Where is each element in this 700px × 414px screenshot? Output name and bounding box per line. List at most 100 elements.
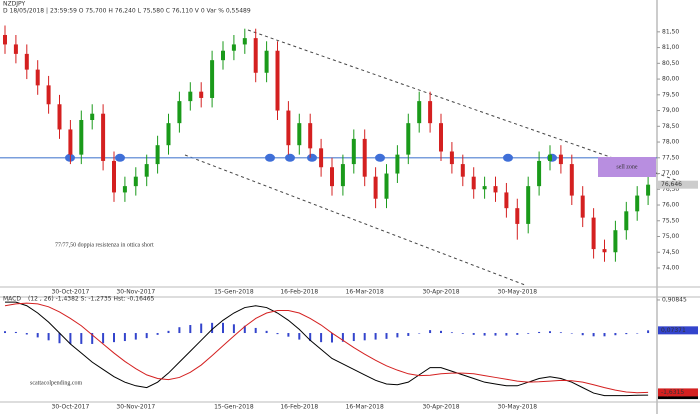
y-tick-label: 75,50 <box>662 217 679 224</box>
histogram-bar <box>123 333 126 342</box>
touch-dot <box>285 153 295 162</box>
histogram-bar <box>47 333 50 341</box>
x-tick-label: 15-Gen-2018 <box>214 404 254 411</box>
candle-body <box>482 186 487 190</box>
histogram-bar <box>167 330 170 334</box>
candle-body <box>57 104 62 130</box>
y-tick-label: 81,00 <box>662 44 679 51</box>
x-tick-label: 16-Mar-2018 <box>346 404 384 411</box>
touch-dot <box>265 153 275 162</box>
y-tick-label: 76,00 <box>662 202 679 209</box>
histogram-bar <box>636 333 639 334</box>
value-label-box <box>658 388 698 397</box>
candle-body <box>428 101 433 124</box>
candle-body <box>275 50 280 111</box>
histogram-bar <box>385 333 388 339</box>
x-tick-label: 30-Nov-2017 <box>116 404 155 411</box>
histogram-bar <box>647 330 650 334</box>
histogram-bar <box>472 333 475 335</box>
macd-line <box>5 301 649 397</box>
candle-body <box>90 113 95 121</box>
histogram-bar <box>581 333 584 336</box>
x-tick-label: 30-May-2018 <box>498 404 538 411</box>
y-tick-label: 81,50 <box>662 28 679 35</box>
histogram-bar <box>134 333 137 340</box>
candle-body <box>68 129 73 155</box>
touch-dot <box>375 153 385 162</box>
candle-body <box>351 138 356 165</box>
histogram-bar <box>570 333 573 334</box>
candle-body <box>504 192 509 209</box>
histogram-bar <box>69 333 72 344</box>
candle-body <box>133 176 138 187</box>
histogram-bar <box>145 333 148 339</box>
candle-body <box>199 91 204 98</box>
histogram-bar <box>320 333 323 343</box>
y-tick-label: 80,50 <box>662 60 679 67</box>
candle-body <box>122 186 127 193</box>
histogram-bar <box>483 333 486 336</box>
histogram-bar <box>527 333 530 334</box>
histogram-bar <box>559 332 562 334</box>
histogram-bar <box>298 333 301 340</box>
histogram-bar <box>538 331 541 334</box>
histogram-bar <box>450 332 453 334</box>
candle-body <box>166 123 171 146</box>
histogram-bar <box>276 333 279 335</box>
macd-title: MACD <box>3 296 21 303</box>
candle-body <box>395 154 400 174</box>
touch-dot <box>503 153 513 162</box>
y-tick-label: 77,50 <box>662 154 679 161</box>
x-tick-label: 16-Feb-2018 <box>280 404 318 411</box>
x-tick-label: 16-Feb-2018 <box>280 289 318 296</box>
histogram-bar <box>625 333 628 335</box>
histogram-bar <box>374 333 377 340</box>
y-tick-label: 79,00 <box>662 107 679 114</box>
histogram-bar <box>178 327 181 334</box>
touch-dot <box>115 153 125 162</box>
x-tick-label: 30-Oct-2017 <box>52 289 90 296</box>
y-tick-label: 78,50 <box>662 123 679 130</box>
histogram-bar <box>331 333 333 343</box>
candle-body <box>79 120 84 155</box>
candle-body <box>297 123 302 146</box>
candle-body <box>144 164 149 177</box>
value-label: 0,07371 <box>661 327 686 334</box>
candle-body <box>646 184 651 196</box>
watermark: scattacolpending.com <box>30 380 82 386</box>
histogram-bar <box>592 333 595 337</box>
value-label: -1,6315 <box>661 389 684 396</box>
candle-body <box>537 160 542 187</box>
macd-line <box>4 302 649 394</box>
x-tick-label: 30-May-2018 <box>498 289 538 296</box>
candle-body <box>406 123 411 155</box>
candle-body <box>515 208 520 224</box>
histogram-bar <box>113 333 115 343</box>
candle-body <box>155 145 160 165</box>
histogram-bar <box>614 333 617 336</box>
candle-body <box>319 148 324 168</box>
histogram-bar <box>102 333 105 344</box>
histogram-bar <box>265 330 268 334</box>
candle-body <box>242 38 247 45</box>
histogram-bar <box>14 331 17 334</box>
candle-body <box>330 167 334 187</box>
candle-body <box>112 160 116 193</box>
y-tick-label: 79,50 <box>662 91 679 98</box>
macd-info: (12 , 26) -1,4382 S: -1,2735 Hst: -0,164… <box>28 296 155 303</box>
candle-body <box>286 110 291 146</box>
sell-zone-label: sell zone <box>616 164 637 170</box>
candle-body <box>264 50 269 73</box>
histogram-bar <box>211 322 214 334</box>
candle-body <box>602 249 607 253</box>
candle-body <box>569 164 574 196</box>
histogram-bar <box>341 333 344 342</box>
candle-body <box>340 164 345 187</box>
candle-body <box>558 154 563 165</box>
histogram-bar <box>4 331 6 334</box>
histogram-bar <box>494 333 497 336</box>
histogram-bar <box>232 324 235 334</box>
candle-body <box>253 38 258 73</box>
sell-zone-box <box>598 157 656 177</box>
y-tick-label: 75,00 <box>662 233 679 240</box>
